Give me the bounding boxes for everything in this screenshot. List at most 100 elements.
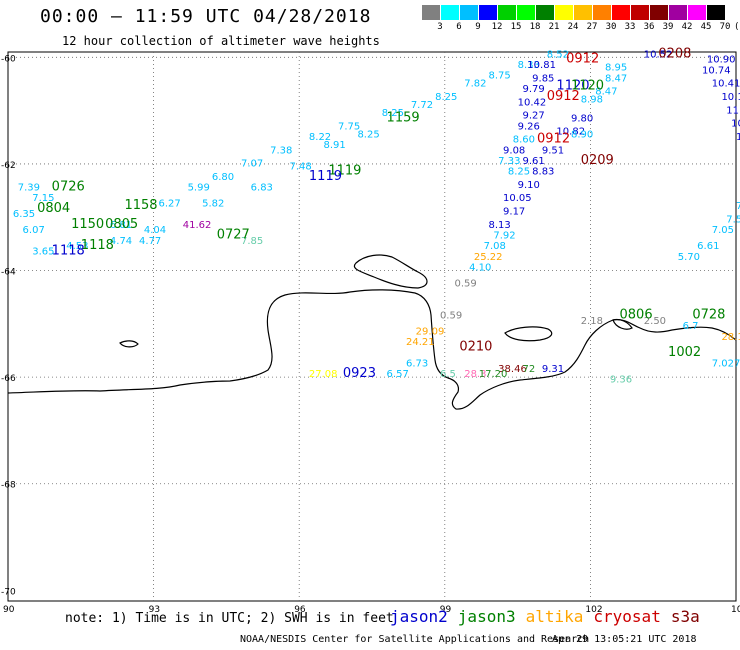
wave-height-label: 8.91 xyxy=(323,140,345,151)
colorbar-tick: 70 xyxy=(719,22,731,32)
wave-height-label: 8.13 xyxy=(488,220,510,231)
wave-height-label: 8.98 xyxy=(581,95,603,106)
wave-height-label: 28.3 xyxy=(464,369,486,380)
wave-height-label: 9.17 xyxy=(503,207,525,218)
footer-credit: NOAA/NESDIS Center for Satellite Applica… xyxy=(240,634,590,645)
pass-time-label: 0912 xyxy=(547,89,580,104)
wave-height-label: 72 xyxy=(522,364,535,375)
map-title: 00:00 – 11:59 UTC 04/28/2018 xyxy=(40,6,372,27)
wave-height-label: 29.09 xyxy=(416,326,445,337)
wave-height-label: 6.61 xyxy=(697,241,719,252)
wave-height-label: 7.58 xyxy=(726,215,740,226)
colorbar-swatch xyxy=(688,5,706,20)
legend-jason2: jason2 xyxy=(390,607,448,626)
wave-height-label: 7.33 xyxy=(498,156,520,167)
wave-height-label: 8.60 xyxy=(513,135,535,146)
wave-height-label: 9.10 xyxy=(518,180,540,191)
colorbar-tick: 33 xyxy=(624,22,636,32)
lon-tick-label: 90 xyxy=(3,605,15,615)
colorbar-tick: 21 xyxy=(548,22,560,32)
wave-height-label: 8.83 xyxy=(532,167,554,178)
wave-height-label: 8.25 xyxy=(508,167,530,178)
wave-height-label: 28.1 xyxy=(721,332,740,343)
wave-height-label: 10.52 xyxy=(644,49,673,60)
colorbar-swatch xyxy=(593,5,611,20)
wave-height-label: 8.47 xyxy=(605,73,627,84)
pass-time-label: 0806 xyxy=(620,308,653,323)
pass-time-label: 1118 xyxy=(81,238,114,253)
pass-time-label: 1118 xyxy=(52,244,85,259)
pass-time-label: 0912 xyxy=(566,52,599,67)
wave-height-label: 10.42 xyxy=(518,97,547,108)
wave-height-label: 6.73 xyxy=(406,358,428,369)
pass-time-label: 1002 xyxy=(668,345,701,360)
wave-height-label: 9.08 xyxy=(503,145,525,156)
colorbar-swatch xyxy=(536,5,554,20)
wave-height-label: 7.08 xyxy=(484,241,506,252)
wave-height-label: 2.50 xyxy=(644,316,666,327)
wave-height-label: 9.85 xyxy=(532,73,554,84)
wave-height-label: 4.04 xyxy=(144,225,166,236)
pass-time-label: 0209 xyxy=(581,153,614,168)
colorbar-unit: (ft) xyxy=(734,22,740,32)
wave-height-label: 7.72 xyxy=(411,100,433,111)
colorbar-swatch xyxy=(422,5,440,20)
wave-height-label: 6.7 xyxy=(683,321,699,332)
wave-height-label: 24.21 xyxy=(406,337,435,348)
wave-height-label: 9.61 xyxy=(522,156,544,167)
wave-height-label: 8.25 xyxy=(382,108,404,119)
colorbar-tick: 42 xyxy=(681,22,693,32)
lat-tick-label: -62 xyxy=(1,161,16,171)
wave-height-label: 10.41 xyxy=(712,79,740,90)
lon-tick-label: 99 xyxy=(440,605,452,615)
wave-height-label: 11.42 xyxy=(726,105,740,116)
wave-height-label: 4.74 xyxy=(110,236,132,247)
legend-jason3: jason3 xyxy=(457,607,516,626)
wave-height-label: 9.31 xyxy=(542,364,564,375)
lat-tick-label: -68 xyxy=(1,481,16,491)
colorbar-tick: 6 xyxy=(456,22,462,32)
wave-height-label: 10.82 xyxy=(556,127,585,138)
wave-height-label: 8.52 xyxy=(547,49,569,60)
colorbar-swatch xyxy=(498,5,516,20)
pass-time-label: 0805 xyxy=(105,217,138,232)
wave-height-label: 25.22 xyxy=(474,252,503,263)
lat-tick-label: -60 xyxy=(1,54,16,64)
wave-height-label: 7.027 xyxy=(712,358,740,369)
legend-cryosat: cryosat xyxy=(593,607,661,626)
pass-time-label: 0923 xyxy=(343,366,376,381)
antarctic-coastline xyxy=(7,254,737,410)
pass-time-label: 0208 xyxy=(658,46,691,61)
wave-height-label: 4.53 xyxy=(66,241,88,252)
lon-tick-label: 105 xyxy=(731,605,740,615)
wave-height-label: 10.81 xyxy=(527,60,556,71)
colorbar-tick: 36 xyxy=(643,22,655,32)
colorbar-swatch xyxy=(707,5,725,20)
pass-time-label: 1120 xyxy=(571,78,604,93)
wave-height-label: 8.75 xyxy=(488,71,510,82)
wave-height-label: 5.99 xyxy=(188,183,210,194)
colorbar-tick: 9 xyxy=(475,22,481,32)
wave-height-label: 8.25 xyxy=(435,92,457,103)
colorbar-swatch xyxy=(650,5,668,20)
wave-height-label: 6.83 xyxy=(251,183,273,194)
colorbar-tick: 24 xyxy=(567,22,579,32)
pass-time-label: 0210 xyxy=(459,339,492,354)
lon-tick-label: 96 xyxy=(294,605,306,615)
wave-height-label: 6.5 xyxy=(440,369,456,380)
pass-time-label: 0726 xyxy=(52,180,85,195)
pass-time-label: 1120 xyxy=(556,78,589,93)
wave-height-label: 9.80 xyxy=(571,113,593,124)
pass-time-label: 1119 xyxy=(328,164,361,179)
wave-height-labels: 8.528.338.757.828.257.728.257.758.227.38… xyxy=(13,49,740,385)
wave-height-label: 8.33 xyxy=(518,60,540,71)
wave-height-label: 5.70 xyxy=(678,252,700,263)
wave-height-label: 10.74 xyxy=(702,65,731,76)
wave-height-label: 7.39 xyxy=(18,183,40,194)
pass-time-label: 1150 xyxy=(71,217,104,232)
colorbar-tick: 39 xyxy=(662,22,674,32)
map-grid xyxy=(8,52,736,601)
wave-height-label: 4.10 xyxy=(469,263,491,274)
pass-time-label: 1119 xyxy=(309,169,342,184)
wave-height-label: 41.62 xyxy=(183,220,212,231)
